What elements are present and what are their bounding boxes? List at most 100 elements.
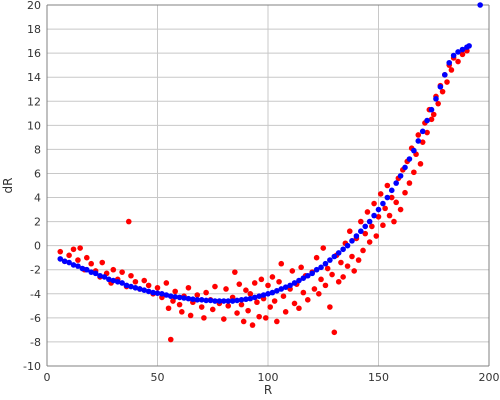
red-data-point <box>154 284 161 291</box>
red-data-point <box>251 280 258 286</box>
blue-data-point <box>353 233 360 239</box>
y-tick-label: 6 <box>34 167 41 180</box>
red-data-point <box>386 212 393 219</box>
blue-data-point <box>229 298 236 304</box>
red-data-point <box>145 282 152 289</box>
red-data-point <box>377 191 384 197</box>
red-data-point <box>278 260 285 267</box>
y-tick-label: 0 <box>34 240 41 253</box>
blue-data-point <box>477 2 483 8</box>
red-data-point <box>66 252 72 259</box>
red-data-point <box>351 268 357 274</box>
blue-data-point <box>260 292 267 298</box>
red-data-point <box>172 288 178 295</box>
blue-data-point <box>437 84 444 90</box>
y-tick-label: 18 <box>27 23 41 36</box>
red-data-point <box>300 289 307 296</box>
red-data-point <box>327 304 333 310</box>
red-data-point <box>349 253 355 260</box>
red-data-point <box>316 291 322 297</box>
red-data-point <box>338 259 344 266</box>
red-data-point <box>238 301 245 308</box>
red-data-point <box>225 303 232 309</box>
blue-data-point <box>322 260 329 267</box>
red-data-point <box>397 206 404 213</box>
red-data-point <box>70 246 77 253</box>
red-data-point <box>406 180 413 186</box>
red-data-point <box>179 309 185 315</box>
blue-data-point <box>137 286 143 292</box>
y-tick-label: -10 <box>23 360 41 373</box>
blue-data-point <box>287 282 293 289</box>
red-data-point <box>318 276 324 283</box>
blue-data-point <box>433 96 439 102</box>
y-tick-label: -6 <box>30 312 41 325</box>
red-data-point <box>358 218 364 225</box>
red-data-point <box>355 257 362 263</box>
red-data-point <box>194 292 201 298</box>
blue-data-point <box>419 128 426 135</box>
blue-data-point <box>393 180 399 186</box>
blue-data-point <box>265 291 271 297</box>
red-data-point <box>249 322 256 328</box>
blue-data-point <box>163 292 170 298</box>
red-data-point <box>110 266 117 273</box>
blue-data-point <box>402 164 408 171</box>
blue-data-point <box>234 297 240 304</box>
red-data-point <box>340 274 346 280</box>
y-tick-label: 16 <box>27 47 41 60</box>
y-tick-label: 4 <box>34 192 41 205</box>
red-data-point <box>320 245 327 251</box>
blue-data-point <box>203 297 209 304</box>
blue-data-point <box>119 280 125 286</box>
x-tick-label: 150 <box>368 371 389 384</box>
blue-data-point <box>384 194 391 201</box>
red-data-point <box>360 247 366 254</box>
blue-data-point <box>198 297 205 303</box>
red-data-point <box>176 301 183 308</box>
y-tick-label: -2 <box>30 264 41 277</box>
red-data-point <box>322 282 329 289</box>
blue-data-point <box>97 272 103 279</box>
blue-data-point <box>318 264 324 271</box>
red-data-point <box>256 313 262 320</box>
blue-data-point <box>327 257 333 263</box>
blue-data-point <box>145 288 152 295</box>
blue-data-point <box>207 297 214 304</box>
blue-data-point <box>428 106 435 113</box>
red-data-point <box>240 318 247 325</box>
blue-data-point <box>269 289 276 296</box>
blue-data-point <box>424 117 430 124</box>
red-data-point <box>369 223 375 230</box>
y-tick-label: 20 <box>27 0 41 12</box>
red-data-point <box>435 100 441 107</box>
blue-data-point <box>61 258 68 265</box>
blue-data-point <box>185 295 192 302</box>
red-data-point <box>243 287 249 293</box>
red-data-point <box>364 209 371 215</box>
blue-data-point <box>181 295 187 301</box>
red-data-point <box>236 281 243 287</box>
red-data-point <box>262 315 269 321</box>
blue-data-point <box>466 43 472 49</box>
red-data-point <box>393 199 399 206</box>
red-data-point <box>362 230 369 237</box>
red-data-point <box>430 111 437 118</box>
blue-data-point <box>167 293 174 300</box>
red-data-point <box>417 161 424 167</box>
x-tick-label: 0 <box>44 371 51 384</box>
red-data-point <box>304 297 311 303</box>
red-data-point <box>380 222 386 229</box>
blue-data-point <box>411 147 417 154</box>
blue-data-point <box>216 298 223 304</box>
red-data-point <box>331 329 338 336</box>
red-data-point <box>375 213 382 220</box>
red-data-point <box>99 259 106 266</box>
blue-data-point <box>375 206 382 213</box>
blue-data-point <box>300 275 307 281</box>
red-data-point <box>267 304 274 310</box>
red-data-point <box>125 218 132 225</box>
blue-data-point <box>194 297 201 303</box>
y-tick-label: 8 <box>34 143 41 156</box>
